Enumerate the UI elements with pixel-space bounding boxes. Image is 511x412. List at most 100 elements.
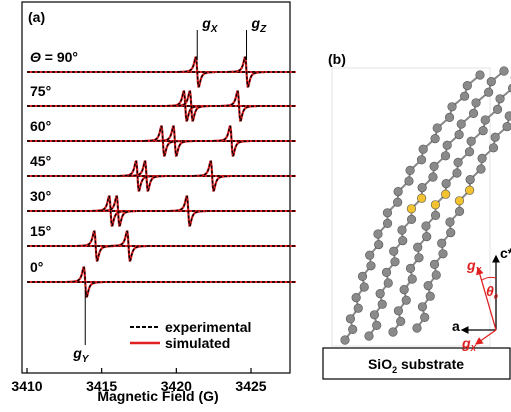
carbon-atom [406, 166, 415, 175]
carbon-atom [358, 272, 367, 281]
carbon-atom [453, 169, 462, 178]
carbon-atom [389, 328, 398, 337]
carbon-atom [489, 144, 498, 153]
x-tick-label: 3410 [11, 378, 42, 394]
carbon-atom [378, 300, 387, 309]
experimental-line [221, 91, 257, 120]
trace-label-text: 0° [30, 259, 43, 275]
annotation: gY [72, 345, 90, 365]
experimental-line [229, 57, 265, 86]
carbon-atom [478, 154, 487, 163]
annotation: gZ [251, 15, 268, 35]
carbon-atom [391, 258, 400, 267]
carbon-atom [439, 250, 448, 259]
trace-label: Θ = 90° [30, 49, 78, 65]
carbon-atom [348, 325, 357, 334]
carbon-atom [469, 109, 478, 118]
carbon-atom [384, 279, 393, 288]
carbon-atom [367, 262, 376, 271]
carbon-atom [430, 162, 439, 171]
carbon-atom [408, 275, 417, 284]
carbon-atom [352, 293, 361, 302]
carbon-atom [341, 336, 350, 345]
carbon-atom [441, 152, 450, 161]
carbon-atom [487, 77, 496, 86]
panel-label: (b) [328, 51, 346, 67]
carbon-atom [460, 92, 469, 101]
carbon-atom [417, 156, 426, 165]
c-axis-label: c* [500, 245, 511, 261]
carbon-atom [354, 304, 363, 313]
carbon-atom [418, 303, 427, 312]
sulfur-atom [407, 205, 416, 214]
carbon-atom [393, 198, 402, 207]
carbon-atom [360, 283, 369, 292]
trace-label: 15° [30, 223, 51, 239]
carbon-atom [398, 236, 407, 245]
trace-label: 45° [30, 153, 51, 169]
carbon-atom [466, 175, 475, 184]
carbon-atom [405, 177, 414, 186]
carbon-atom [457, 120, 466, 129]
panel-label: (a) [28, 9, 45, 25]
experimental-line [100, 196, 136, 225]
carbon-atom [465, 148, 474, 157]
carbon-atom [477, 165, 486, 174]
sulfur-atom [465, 186, 474, 195]
experimental-line [179, 57, 215, 86]
carbon-atom [389, 247, 398, 256]
carbon-atom [365, 332, 374, 341]
legend-label: simulated [165, 335, 230, 351]
gx-arrow [476, 330, 496, 344]
annotation-text: g [72, 345, 82, 361]
carbon-atom [433, 124, 442, 133]
trace-label-text: 30° [30, 188, 51, 204]
annotation-sub: Z [259, 24, 267, 35]
carbon-atom [420, 313, 429, 322]
carbon-atom [376, 289, 385, 298]
carbon-atom [383, 209, 392, 218]
carbon-atom [398, 226, 407, 235]
carbon-atom [455, 130, 464, 139]
carbon-atom [413, 243, 422, 252]
legend-label: experimental [165, 319, 251, 335]
x-tick-label: 3415 [86, 378, 117, 394]
trace-label-text: = 90° [41, 49, 78, 65]
carbon-atom [346, 315, 355, 324]
carbon-atom [500, 67, 509, 76]
trace-symbol: Θ [30, 49, 41, 65]
trace-label-text: 75° [30, 83, 51, 99]
carbon-atom [415, 253, 424, 262]
theta-arc [482, 277, 496, 280]
carbon-atom [422, 222, 431, 231]
carbon-atom [382, 268, 391, 277]
carbon-atom [446, 218, 455, 227]
carbon-atom [437, 239, 446, 248]
carbon-atom [503, 122, 511, 131]
carbon-atom [454, 158, 463, 167]
carbon-atom [383, 219, 392, 228]
carbon-atom [443, 141, 452, 150]
x-tick-label: 3420 [161, 378, 192, 394]
carbon-atom [467, 137, 476, 146]
carbon-atom [419, 145, 428, 154]
carbon-atom [455, 207, 464, 216]
carbon-atom [446, 228, 455, 237]
trace-label: 30° [30, 188, 51, 204]
carbon-atom [463, 81, 472, 90]
experimental-line [214, 126, 250, 155]
carbon-atom [442, 179, 451, 188]
experimental-line [173, 91, 209, 120]
annotation-sub: Y [82, 354, 90, 365]
trace-label-text: 45° [30, 153, 51, 169]
sulfur-atom [441, 190, 450, 199]
trace-label-text: 60° [30, 118, 51, 134]
experimental-line [194, 161, 230, 190]
carbon-atom [418, 183, 427, 192]
carbon-atom [394, 307, 403, 316]
carbon-atom [374, 240, 383, 249]
experimental-line [167, 91, 203, 120]
annotation-text: g [201, 15, 211, 31]
